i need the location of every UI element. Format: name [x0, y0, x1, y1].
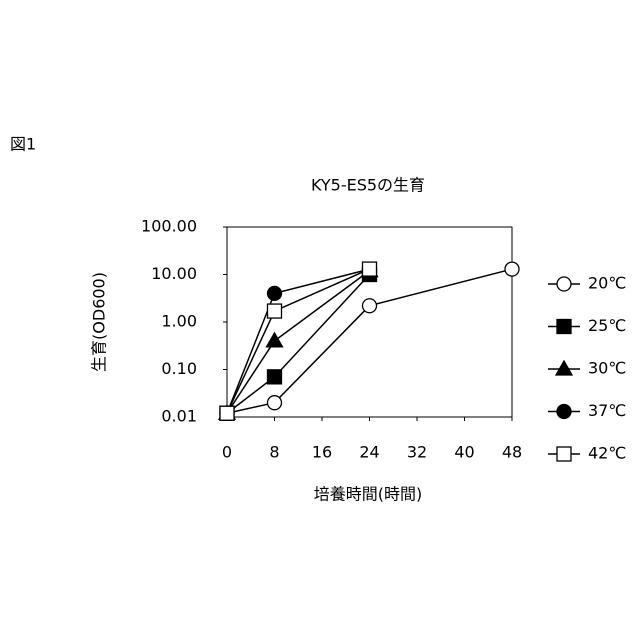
- data-point: [268, 396, 282, 410]
- x-tick-label: 16: [312, 443, 332, 462]
- series-line: [227, 269, 370, 413]
- y-tick-label: 100.00: [141, 217, 197, 236]
- y-tick-label: 1.00: [161, 312, 197, 331]
- chart-title: KY5-ES5の生育: [311, 176, 425, 195]
- data-point: [363, 262, 377, 276]
- data-point: [363, 299, 377, 313]
- legend-marker: [557, 277, 571, 291]
- legend-marker: [557, 447, 571, 461]
- x-tick-label: 48: [502, 443, 522, 462]
- x-tick-label: 0: [222, 443, 232, 462]
- legend-label: 42℃: [588, 444, 626, 463]
- data-point: [267, 333, 283, 347]
- legend-label: 30℃: [588, 359, 626, 378]
- legend-marker: [557, 320, 571, 334]
- data-point: [220, 406, 234, 420]
- data-point: [268, 286, 282, 300]
- x-tick-label: 32: [407, 443, 427, 462]
- figure-label: 図1: [10, 135, 36, 154]
- legend-label: 20℃: [588, 274, 626, 293]
- series-line: [227, 271, 370, 414]
- data-point: [505, 262, 519, 276]
- legend-marker: [556, 361, 572, 375]
- x-tick-label: 40: [454, 443, 474, 462]
- legend-label: 25℃: [588, 316, 626, 335]
- chart: 図1 KY5-ES5の生育 培養時間(時間) 生育(OD600) 0.01 0.1…: [0, 0, 640, 640]
- x-tick-label: 8: [269, 443, 279, 462]
- legend-marker: [557, 405, 571, 419]
- y-axis-label: 生育(OD600): [90, 272, 109, 372]
- data-point: [268, 370, 282, 384]
- page: 図1 KY5-ES5の生育 培養時間(時間) 生育(OD600) 0.01 0.1…: [0, 0, 640, 640]
- data-point: [268, 304, 282, 318]
- x-axis-label: 培養時間(時間): [314, 485, 423, 504]
- legend-label: 37℃: [588, 401, 626, 420]
- y-tick-label: 0.10: [161, 359, 197, 378]
- y-tick-label: 10.00: [151, 264, 197, 283]
- y-tick-label: 0.01: [161, 407, 197, 426]
- series-line: [227, 269, 370, 413]
- series-line: [227, 275, 370, 414]
- x-tick-label: 24: [359, 443, 379, 462]
